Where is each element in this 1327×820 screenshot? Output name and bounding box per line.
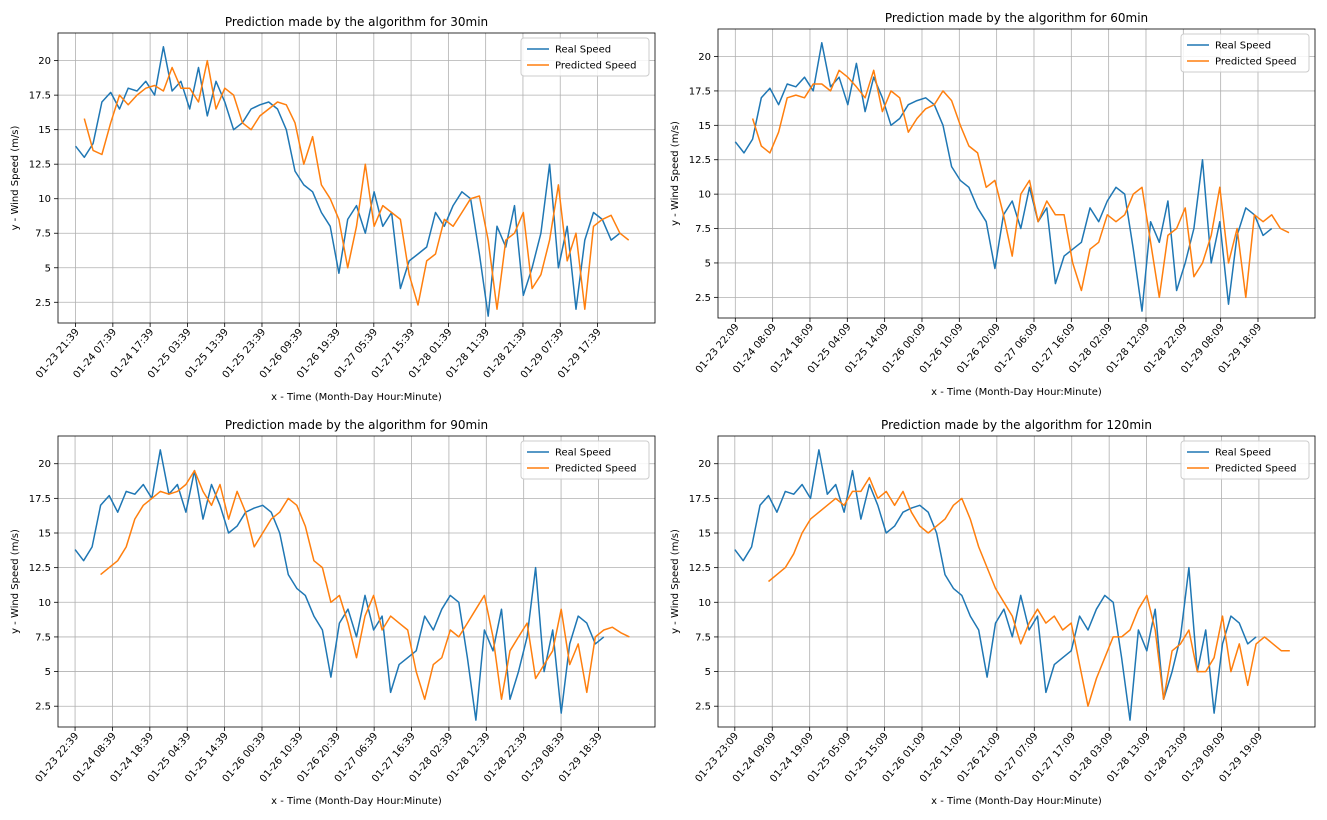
axes-frame — [57, 32, 656, 324]
y-tick-label: 7.5 — [35, 632, 51, 643]
y-tick-label: 10 — [698, 598, 711, 609]
y-tick-label: 5 — [45, 667, 51, 678]
axes-frame — [57, 435, 656, 728]
axes-frame — [717, 435, 1316, 728]
x-axis-label: x - Time (Month-Day Hour:Minute) — [931, 796, 1102, 807]
legend-real-label: Real Speed — [555, 45, 611, 56]
axes-frame — [717, 28, 1316, 319]
y-axis-label: y - Wind Speed (m/s) — [670, 121, 681, 226]
x-axis-label: x - Time (Month-Day Hour:Minute) — [271, 796, 442, 807]
x-axis-label: x - Time (Month-Day Hour:Minute) — [931, 387, 1102, 398]
predicted-speed-line — [768, 476, 1290, 707]
plot-area — [58, 436, 655, 727]
y-axis-label: y - Wind Speed (m/s) — [10, 529, 21, 634]
legend-box — [520, 440, 650, 480]
legend-real-label: Real Speed — [555, 448, 611, 459]
y-tick-label: 7.5 — [695, 224, 711, 235]
y-tick-label: 7.5 — [695, 632, 711, 643]
real-speed-line — [74, 449, 605, 721]
legend-predicted-label: Predicted Speed — [1215, 57, 1296, 68]
y-tick-label: 12.5 — [689, 155, 711, 166]
y-tick-label: 17.5 — [689, 494, 711, 505]
chart-title: Prediction made by the algorithm for 30m… — [225, 15, 488, 29]
chart-title: Prediction made by the algorithm for 60m… — [885, 11, 1148, 25]
y-tick-label: 15 — [698, 529, 711, 540]
y-tick-label: 20 — [698, 52, 711, 63]
chart-title: Prediction made by the algorithm for 120… — [881, 418, 1152, 432]
y-tick-label: 20 — [698, 459, 711, 470]
y-tick-label: 2.5 — [35, 702, 51, 713]
legend-box — [1180, 33, 1310, 73]
y-tick-label: 20 — [38, 56, 51, 67]
y-tick-label: 5 — [705, 258, 711, 269]
y-tick-label: 2.5 — [695, 293, 711, 304]
y-tick-label: 15 — [38, 529, 51, 540]
legend: Real Speed Predicted Speed — [1180, 440, 1310, 480]
legend: Real Speed Predicted Speed — [1180, 33, 1310, 73]
y-tick-label: 10 — [38, 194, 51, 205]
y-axis-label: y - Wind Speed (m/s) — [10, 125, 21, 230]
y-tick-label: 17.5 — [689, 86, 711, 97]
legend-box — [1180, 440, 1310, 480]
y-axis-label: y - Wind Speed (m/s) — [670, 529, 681, 634]
legend: Real Speed Predicted Speed — [520, 440, 650, 480]
y-tick-label: 5 — [705, 667, 711, 678]
legend-box — [520, 37, 650, 77]
y-tick-label: 12.5 — [689, 563, 711, 574]
real-speed-line — [734, 449, 1257, 721]
y-tick-label: 15 — [698, 121, 711, 132]
y-tick-label: 10 — [698, 190, 711, 201]
legend-predicted-label: Predicted Speed — [1215, 464, 1296, 475]
plot-area — [718, 436, 1315, 727]
y-tick-label: 2.5 — [35, 298, 51, 309]
predicted-speed-line — [100, 469, 630, 701]
y-tick-label: 17.5 — [29, 91, 51, 102]
legend-real-label: Real Speed — [1215, 448, 1271, 459]
y-tick-label: 12.5 — [29, 563, 51, 574]
legend-predicted-label: Predicted Speed — [555, 464, 636, 475]
x-axis-label: x - Time (Month-Day Hour:Minute) — [271, 392, 442, 403]
y-tick-label: 17.5 — [29, 494, 51, 505]
legend-real-label: Real Speed — [1215, 41, 1271, 52]
legend-predicted-label: Predicted Speed — [555, 61, 636, 72]
plot-area — [718, 29, 1315, 318]
real-speed-line — [75, 46, 621, 317]
y-tick-label: 12.5 — [29, 160, 51, 171]
predicted-speed-line — [751, 69, 1290, 299]
chart-title: Prediction made by the algorithm for 90m… — [225, 418, 488, 432]
legend: Real Speed Predicted Speed — [520, 37, 650, 77]
y-tick-label: 2.5 — [695, 702, 711, 713]
y-tick-label: 10 — [38, 598, 51, 609]
y-tick-label: 15 — [38, 125, 51, 136]
y-tick-label: 7.5 — [35, 229, 51, 240]
predicted-speed-line — [83, 59, 630, 310]
y-tick-label: 20 — [38, 459, 51, 470]
y-tick-label: 5 — [45, 263, 51, 274]
